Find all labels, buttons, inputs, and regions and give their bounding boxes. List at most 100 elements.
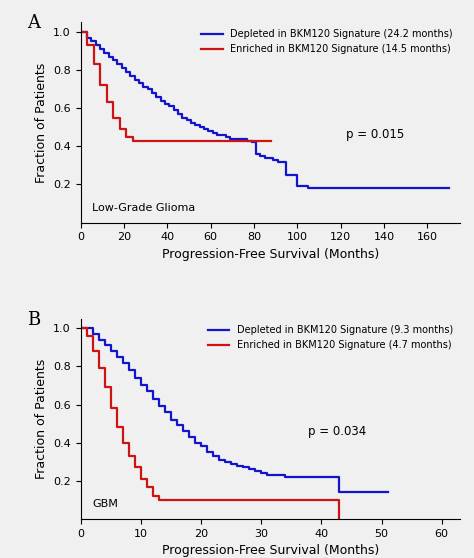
Line: Depleted in BKM120 Signature (24.2 months): Depleted in BKM120 Signature (24.2 month… bbox=[81, 32, 449, 188]
Depleted in BKM120 Signature (24.2 months) bbox=[119, 65, 125, 71]
Enriched in BKM120 Signature (4.7 months) bbox=[84, 333, 90, 339]
Line: Depleted in BKM120 Signature (9.3 months): Depleted in BKM120 Signature (9.3 months… bbox=[81, 328, 388, 492]
Text: p = 0.034: p = 0.034 bbox=[308, 425, 366, 438]
Depleted in BKM120 Signature (9.3 months) bbox=[138, 382, 144, 389]
Depleted in BKM120 Signature (9.3 months) bbox=[385, 489, 391, 496]
Y-axis label: Fraction of Patients: Fraction of Patients bbox=[35, 359, 47, 479]
Enriched in BKM120 Signature (14.5 months) bbox=[143, 137, 148, 144]
Depleted in BKM120 Signature (9.3 months) bbox=[204, 449, 210, 455]
Depleted in BKM120 Signature (9.3 months) bbox=[150, 396, 155, 402]
Depleted in BKM120 Signature (24.2 months) bbox=[253, 151, 259, 157]
Enriched in BKM120 Signature (4.7 months) bbox=[144, 483, 150, 490]
Depleted in BKM120 Signature (9.3 months) bbox=[126, 367, 132, 373]
Depleted in BKM120 Signature (24.2 months) bbox=[123, 69, 129, 75]
Depleted in BKM120 Signature (9.3 months) bbox=[198, 443, 204, 450]
Depleted in BKM120 Signature (24.2 months) bbox=[97, 46, 103, 52]
Depleted in BKM120 Signature (9.3 months) bbox=[325, 474, 330, 480]
Depleted in BKM120 Signature (24.2 months) bbox=[110, 57, 116, 64]
Depleted in BKM120 Signature (9.3 months) bbox=[270, 472, 276, 478]
Depleted in BKM120 Signature (24.2 months) bbox=[84, 34, 90, 41]
Depleted in BKM120 Signature (24.2 months) bbox=[166, 103, 172, 109]
Y-axis label: Fraction of Patients: Fraction of Patients bbox=[35, 62, 47, 182]
Depleted in BKM120 Signature (24.2 months) bbox=[158, 97, 164, 104]
Enriched in BKM120 Signature (4.7 months) bbox=[102, 384, 108, 391]
Depleted in BKM120 Signature (24.2 months) bbox=[128, 73, 133, 79]
Depleted in BKM120 Signature (9.3 months) bbox=[90, 330, 95, 337]
Legend: Depleted in BKM120 Signature (24.2 months), Enriched in BKM120 Signature (14.5 m: Depleted in BKM120 Signature (24.2 month… bbox=[199, 27, 455, 56]
Enriched in BKM120 Signature (14.5 months) bbox=[130, 137, 136, 144]
Depleted in BKM120 Signature (24.2 months) bbox=[180, 114, 185, 121]
Depleted in BKM120 Signature (24.2 months) bbox=[227, 135, 233, 142]
Depleted in BKM120 Signature (24.2 months) bbox=[132, 76, 137, 83]
Depleted in BKM120 Signature (9.3 months) bbox=[294, 474, 300, 480]
Depleted in BKM120 Signature (24.2 months) bbox=[232, 135, 237, 142]
Enriched in BKM120 Signature (14.5 months) bbox=[268, 137, 274, 144]
Depleted in BKM120 Signature (9.3 months) bbox=[186, 434, 192, 440]
Depleted in BKM120 Signature (9.3 months) bbox=[216, 456, 222, 463]
Enriched in BKM120 Signature (14.5 months) bbox=[110, 114, 116, 121]
Depleted in BKM120 Signature (9.3 months) bbox=[84, 325, 90, 331]
Depleted in BKM120 Signature (24.2 months) bbox=[210, 129, 216, 136]
Depleted in BKM120 Signature (24.2 months) bbox=[262, 155, 268, 161]
Depleted in BKM120 Signature (24.2 months) bbox=[197, 124, 202, 131]
Text: B: B bbox=[27, 311, 41, 329]
X-axis label: Progression-Free Survival (Months): Progression-Free Survival (Months) bbox=[162, 544, 379, 557]
Depleted in BKM120 Signature (24.2 months) bbox=[184, 116, 190, 123]
Depleted in BKM120 Signature (24.2 months) bbox=[141, 84, 146, 90]
Depleted in BKM120 Signature (9.3 months) bbox=[144, 388, 150, 395]
Depleted in BKM120 Signature (24.2 months) bbox=[175, 110, 181, 117]
Text: GBM: GBM bbox=[92, 499, 118, 509]
Depleted in BKM120 Signature (9.3 months) bbox=[283, 474, 288, 480]
Depleted in BKM120 Signature (24.2 months) bbox=[214, 132, 220, 138]
Depleted in BKM120 Signature (9.3 months) bbox=[168, 416, 173, 423]
Depleted in BKM120 Signature (24.2 months) bbox=[240, 135, 246, 142]
Depleted in BKM120 Signature (9.3 months) bbox=[180, 428, 186, 435]
Enriched in BKM120 Signature (4.7 months) bbox=[330, 497, 336, 503]
Enriched in BKM120 Signature (14.5 months) bbox=[84, 42, 90, 49]
Depleted in BKM120 Signature (9.3 months) bbox=[156, 403, 162, 410]
Depleted in BKM120 Signature (9.3 months) bbox=[132, 374, 137, 381]
Depleted in BKM120 Signature (24.2 months) bbox=[446, 185, 452, 191]
Enriched in BKM120 Signature (14.5 months) bbox=[104, 99, 109, 106]
Depleted in BKM120 Signature (24.2 months) bbox=[149, 89, 155, 96]
Enriched in BKM120 Signature (4.7 months) bbox=[96, 365, 101, 372]
Enriched in BKM120 Signature (14.5 months) bbox=[78, 28, 83, 35]
Enriched in BKM120 Signature (14.5 months) bbox=[136, 137, 142, 144]
Enriched in BKM120 Signature (4.7 months) bbox=[132, 464, 137, 471]
Depleted in BKM120 Signature (9.3 months) bbox=[319, 474, 324, 480]
Enriched in BKM120 Signature (14.5 months) bbox=[123, 133, 129, 140]
Enriched in BKM120 Signature (14.5 months) bbox=[97, 82, 103, 89]
Depleted in BKM120 Signature (24.2 months) bbox=[275, 158, 281, 165]
Enriched in BKM120 Signature (4.7 months) bbox=[150, 493, 155, 499]
Depleted in BKM120 Signature (24.2 months) bbox=[249, 139, 255, 146]
Depleted in BKM120 Signature (24.2 months) bbox=[283, 171, 289, 178]
Depleted in BKM120 Signature (9.3 months) bbox=[174, 422, 180, 429]
Depleted in BKM120 Signature (9.3 months) bbox=[258, 470, 264, 477]
Depleted in BKM120 Signature (24.2 months) bbox=[266, 155, 272, 161]
Depleted in BKM120 Signature (24.2 months) bbox=[219, 132, 224, 138]
Depleted in BKM120 Signature (24.2 months) bbox=[257, 152, 263, 159]
Text: A: A bbox=[27, 15, 40, 32]
Enriched in BKM120 Signature (4.7 months) bbox=[114, 424, 119, 431]
Enriched in BKM120 Signature (4.7 months) bbox=[120, 439, 126, 446]
Depleted in BKM120 Signature (24.2 months) bbox=[136, 80, 142, 86]
Depleted in BKM120 Signature (24.2 months) bbox=[106, 54, 111, 60]
Depleted in BKM120 Signature (9.3 months) bbox=[301, 474, 306, 480]
Legend: Depleted in BKM120 Signature (9.3 months), Enriched in BKM120 Signature (4.7 mon: Depleted in BKM120 Signature (9.3 months… bbox=[206, 324, 455, 352]
Depleted in BKM120 Signature (9.3 months) bbox=[78, 325, 83, 331]
Depleted in BKM120 Signature (24.2 months) bbox=[115, 61, 120, 68]
Depleted in BKM120 Signature (24.2 months) bbox=[192, 122, 198, 129]
Depleted in BKM120 Signature (9.3 months) bbox=[162, 409, 168, 416]
Text: p = 0.015: p = 0.015 bbox=[346, 128, 404, 142]
Enriched in BKM120 Signature (4.7 months) bbox=[138, 475, 144, 482]
Depleted in BKM120 Signature (9.3 months) bbox=[96, 336, 101, 343]
Depleted in BKM120 Signature (24.2 months) bbox=[206, 128, 211, 134]
Depleted in BKM120 Signature (9.3 months) bbox=[108, 348, 113, 354]
Depleted in BKM120 Signature (9.3 months) bbox=[337, 489, 342, 496]
Depleted in BKM120 Signature (9.3 months) bbox=[276, 472, 282, 478]
Depleted in BKM120 Signature (9.3 months) bbox=[102, 342, 108, 349]
Line: Enriched in BKM120 Signature (4.7 months): Enriched in BKM120 Signature (4.7 months… bbox=[81, 328, 339, 519]
Depleted in BKM120 Signature (9.3 months) bbox=[252, 468, 258, 475]
Depleted in BKM120 Signature (24.2 months) bbox=[162, 101, 168, 108]
Depleted in BKM120 Signature (24.2 months) bbox=[93, 42, 99, 49]
